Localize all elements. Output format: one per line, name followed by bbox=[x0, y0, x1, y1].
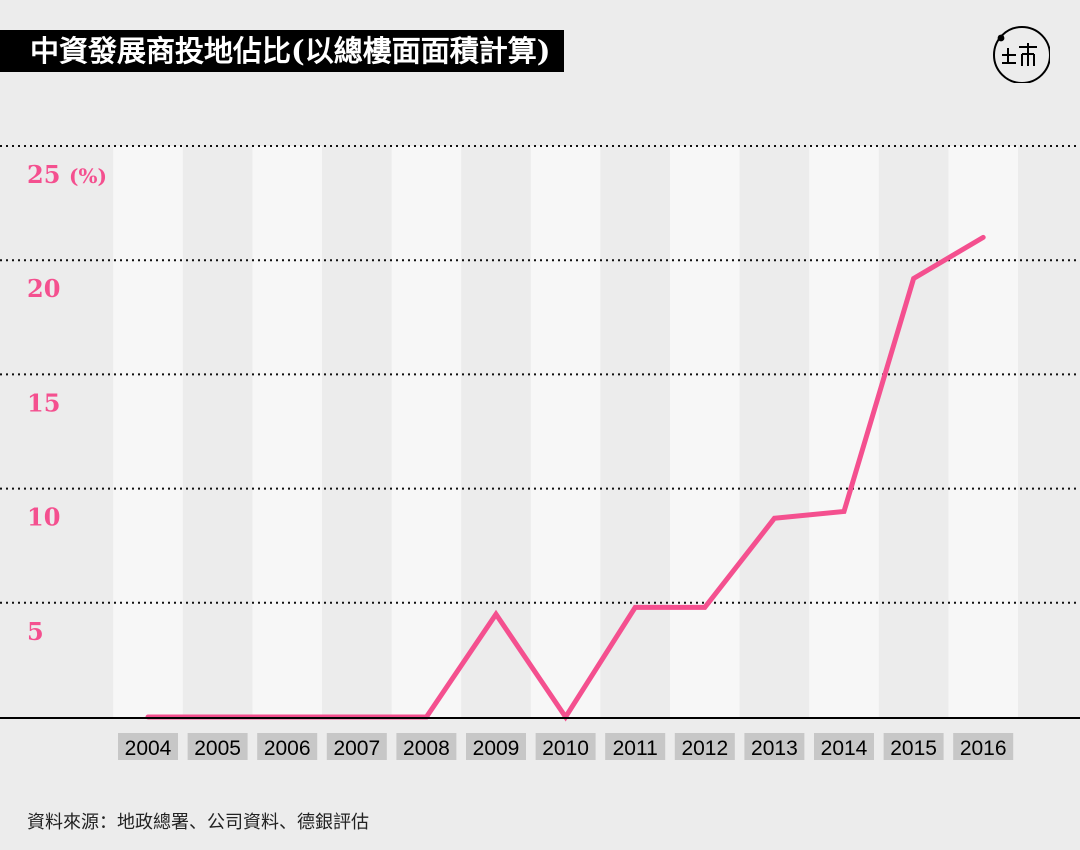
x-tick-label-2011: 2011 bbox=[613, 737, 658, 760]
y-tick-label-5: 5 bbox=[27, 617, 44, 646]
x-axis-ticks: 2004 2005 2006 2007 2008 2009 2010 2011 2012 2013… bbox=[118, 733, 1014, 760]
x-tick-box-2011 bbox=[605, 733, 666, 760]
y-tick-label-20: 20 bbox=[27, 274, 60, 303]
x-tick-box-2008 bbox=[396, 733, 457, 760]
x-tick-box-2015 bbox=[883, 733, 944, 760]
x-tick-box-2013 bbox=[744, 733, 805, 760]
y-tick-label-25: 25 bbox=[27, 160, 60, 189]
x-tick-box-2004 bbox=[118, 733, 178, 760]
band-2006 bbox=[252, 146, 322, 717]
end-logo-icon bbox=[993, 26, 1050, 83]
x-tick-label-2005: 2005 bbox=[194, 737, 241, 760]
band-2008 bbox=[391, 146, 462, 717]
x-tick-box-2005 bbox=[187, 733, 248, 760]
band-2004 bbox=[113, 146, 183, 717]
y-tick-label-10: 10 bbox=[27, 503, 60, 532]
band-2012 bbox=[670, 146, 740, 717]
x-tick-label-2009: 2009 bbox=[473, 737, 520, 760]
x-tick-label-2012: 2012 bbox=[681, 737, 728, 760]
x-tick-label-2014: 2014 bbox=[821, 737, 868, 760]
band-2010 bbox=[530, 146, 601, 717]
x-tick-label-2013: 2013 bbox=[751, 737, 798, 760]
x-tick-box-2016 bbox=[953, 733, 1014, 760]
y-axis-ticks: 5 10 15 20 25 (%) bbox=[27, 160, 107, 646]
x-tick-box-2014 bbox=[814, 733, 874, 760]
chart-title: 中資發展商投地佔比(以總樓面面積計算) bbox=[0, 30, 565, 72]
y-tick-label-15: 15 bbox=[27, 388, 60, 417]
gridlines bbox=[0, 145, 1080, 604]
x-tick-box-2006 bbox=[257, 733, 318, 760]
y-unit-label: (%) bbox=[69, 164, 107, 188]
x-tick-box-2012 bbox=[674, 733, 735, 760]
band-2016 bbox=[948, 146, 1018, 717]
x-tick-label-2006: 2006 bbox=[264, 737, 311, 760]
column-bands bbox=[113, 146, 1018, 717]
x-tick-box-2007 bbox=[326, 733, 387, 760]
x-tick-label-2004: 2004 bbox=[125, 737, 172, 760]
source-note: 資料來源：地政總署、公司資料、德銀評估 bbox=[27, 812, 369, 833]
x-tick-label-2007: 2007 bbox=[333, 737, 380, 760]
line-chart: 5 10 15 20 25 (%) 2004 2005 2006 2007 2008 2009 201… bbox=[0, 145, 1080, 760]
x-tick-box-2009 bbox=[466, 733, 526, 760]
x-tick-label-2015: 2015 bbox=[890, 737, 937, 760]
x-tick-box-2010 bbox=[535, 733, 596, 760]
x-tick-label-2010: 2010 bbox=[542, 737, 589, 760]
x-tick-label-2008: 2008 bbox=[403, 737, 450, 760]
x-tick-label-2016: 2016 bbox=[960, 737, 1007, 760]
